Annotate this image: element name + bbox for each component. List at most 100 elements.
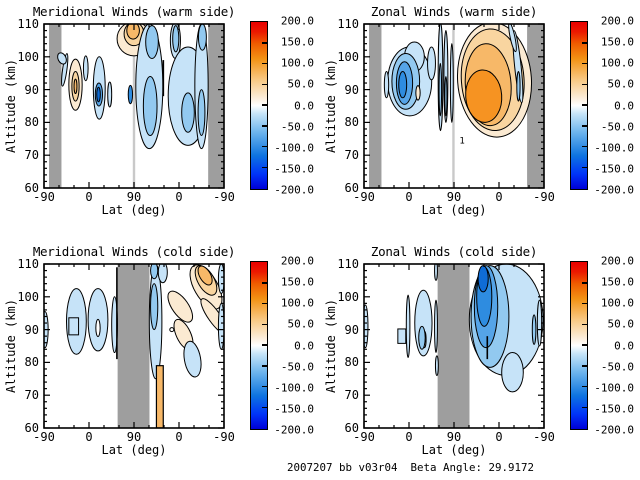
x-tick-label: -90 — [33, 190, 55, 204]
contour-blob — [444, 75, 448, 117]
contour-blob — [516, 71, 521, 102]
colorbar-tick — [262, 83, 267, 85]
colorbar-tick — [582, 42, 587, 44]
x-axis-label: Lat (deg) — [101, 203, 167, 217]
colorbar-tick-label: -100.0 — [274, 381, 314, 395]
y-tick-label: 60 — [24, 181, 39, 195]
colorbar-tick-label: 100.0 — [280, 296, 314, 310]
colorbar-tick — [262, 42, 267, 44]
contour-blob — [150, 283, 159, 331]
colorbar — [250, 21, 268, 190]
plot-title: Meridional Winds (warm side) — [32, 4, 236, 19]
colorbar-tick — [582, 104, 587, 106]
y-tick-label: 100 — [337, 49, 359, 64]
contour-plot-zonal-cold — [363, 263, 545, 429]
colorbar-tick — [262, 302, 267, 305]
x-tick-label: -90 — [213, 430, 235, 444]
y-tick-label: 100 — [337, 289, 359, 304]
colorbar-tick-label: -150.0 — [274, 402, 314, 416]
contour-blob — [508, 24, 517, 53]
no-data-band — [208, 24, 224, 188]
contour-stripe — [155, 365, 164, 428]
colorbar-tick-label: -100.0 — [594, 141, 634, 155]
colorbar-tick — [582, 282, 587, 284]
x-tick-label: 0 — [85, 430, 93, 444]
y-tick-label: 110 — [17, 17, 39, 31]
colorbar-tick-label: -50.0 — [280, 360, 314, 374]
contour-plot-meridional-cold — [43, 263, 225, 429]
contour-field — [364, 264, 544, 428]
colorbar-tick-label: 0.0 — [294, 99, 314, 112]
contour-plot-meridional-warm — [43, 23, 225, 189]
plot-frame — [363, 23, 545, 189]
x-axis-label: Lat (deg) — [101, 443, 167, 457]
x-tick-label: 0 — [495, 190, 503, 204]
x-tick-label: 0 — [175, 190, 183, 204]
colorbar-tick-label: 50.0 — [287, 77, 315, 91]
y-tick-label: 80 — [24, 355, 39, 370]
y-tick-label: 110 — [17, 257, 39, 271]
colorbar-tick — [262, 282, 267, 284]
contour-blob — [427, 46, 436, 81]
plot-frame — [43, 263, 225, 429]
y-tick-label: 90 — [24, 82, 39, 97]
y-tick-label: 80 — [344, 355, 359, 370]
colorbar-tick — [582, 83, 587, 85]
colorbar-tick — [582, 166, 587, 168]
colorbar-tick-label: 100.0 — [600, 296, 634, 310]
contour-blob — [142, 75, 158, 137]
y-tick-label: 100 — [17, 289, 39, 304]
contour-blob — [181, 92, 195, 133]
contour-blob — [126, 24, 140, 40]
y-tick-label: 60 — [344, 181, 359, 195]
contour-blob — [197, 265, 213, 286]
x-tick-label: -90 — [533, 430, 555, 444]
colorbar-tick-label: 150.0 — [280, 275, 314, 289]
x-tick-label: 0 — [405, 190, 413, 204]
colorbar-tick — [582, 385, 587, 388]
contour-blob — [398, 71, 408, 99]
colorbar-tick — [582, 125, 587, 127]
contour-blob — [465, 69, 503, 123]
colorbar-tick-label: 200.0 — [280, 254, 314, 268]
contour-blob — [197, 89, 206, 137]
colorbar-tick-label: -150.0 — [274, 162, 314, 176]
contour-field — [369, 24, 544, 188]
x-axis-label: Lat (deg) — [421, 203, 487, 217]
no-data-band — [437, 264, 470, 428]
contour-field — [49, 24, 224, 188]
x-tick-label: 90 — [126, 190, 142, 204]
contour-blob — [167, 290, 194, 323]
y-tick-label: 90 — [24, 322, 39, 337]
y-axis-label: Altitude (km) — [324, 299, 338, 393]
x-tick-label: 0 — [405, 430, 413, 444]
colorbar-tick — [582, 406, 587, 408]
colorbar-tick-label: 150.0 — [280, 35, 314, 49]
contour-blob — [531, 314, 537, 345]
colorbar-tick-label: 50.0 — [607, 77, 635, 91]
colorbar-tick-label: -100.0 — [274, 141, 314, 155]
contour-blob — [82, 55, 89, 82]
colorbar-tick-label: -200.0 — [274, 423, 314, 437]
contour-level-label: 1 — [459, 137, 464, 147]
colorbar-tick — [582, 62, 587, 65]
colorbar — [570, 261, 588, 430]
colorbar — [250, 261, 268, 430]
contour-blob — [96, 86, 101, 103]
contour-blob — [183, 340, 202, 378]
y-axis-label: Altitude (km) — [4, 299, 18, 393]
colorbar-tick-label: -150.0 — [594, 162, 634, 176]
contour-blob — [438, 62, 443, 117]
contour-plot-zonal-warm: 1 — [363, 23, 545, 189]
contour-blob — [157, 264, 168, 284]
colorbar-tick-label: 50.0 — [287, 317, 315, 331]
no-data-band — [49, 24, 62, 188]
x-tick-label: 0 — [175, 430, 183, 444]
contour-blob — [418, 325, 426, 350]
contour-blob — [501, 352, 524, 393]
contour-blob — [434, 299, 438, 354]
y-tick-label: 60 — [344, 421, 359, 435]
contour-blob — [150, 264, 159, 280]
colorbar-tick — [582, 145, 587, 148]
contour-blob — [434, 264, 438, 281]
